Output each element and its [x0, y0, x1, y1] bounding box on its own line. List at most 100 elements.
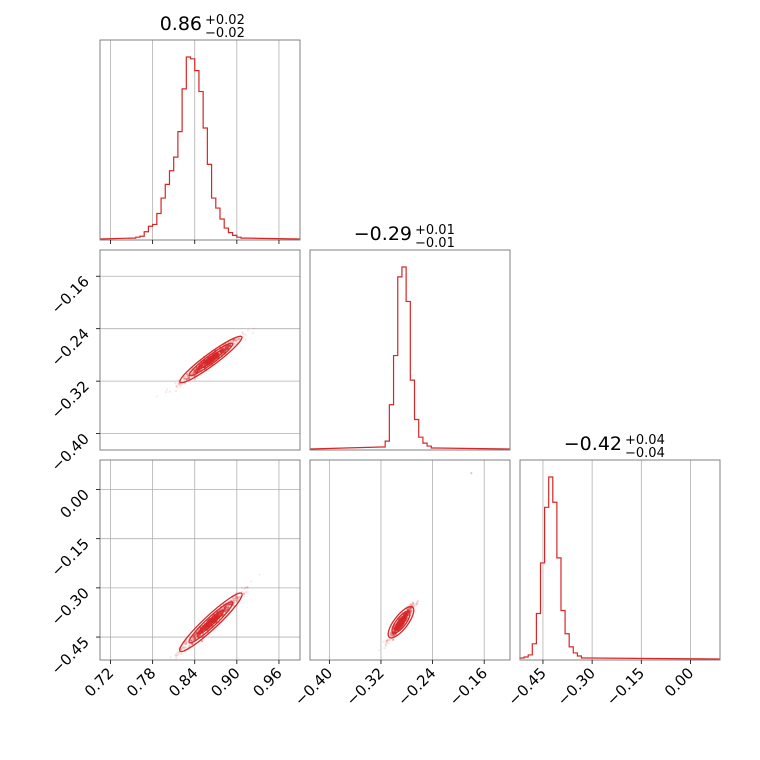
- y-tick-label: −0.24: [48, 325, 93, 370]
- scatter-point: [233, 342, 236, 345]
- density-contour: [391, 610, 411, 634]
- scatter-point: [224, 606, 227, 609]
- scatter-point: [387, 641, 390, 645]
- scatter-point: [225, 606, 229, 609]
- scatter-point: [385, 644, 388, 647]
- scatter-point: [406, 614, 409, 617]
- scatter-point: [224, 606, 227, 609]
- scatter-point: [396, 625, 399, 628]
- scatter-point: [229, 603, 232, 606]
- scatter-point: [223, 348, 227, 351]
- scatter-point: [186, 373, 189, 376]
- scatter-point: [388, 634, 392, 637]
- scatter-point: [198, 369, 201, 372]
- scatter-point: [195, 370, 199, 373]
- scatter-point: [186, 374, 189, 377]
- scatter-point: [234, 338, 237, 341]
- scatter-point: [394, 628, 397, 631]
- scatter-point: [415, 601, 419, 604]
- scatter-point: [391, 633, 395, 636]
- scatter-point: [394, 628, 397, 631]
- scatter-point: [470, 472, 473, 475]
- scatter-point: [405, 613, 408, 616]
- scatter-point: [406, 612, 409, 616]
- scatter-point: [177, 651, 180, 654]
- scatter-point: [178, 383, 181, 386]
- scatter-point: [196, 367, 199, 370]
- scatter-point: [175, 385, 178, 389]
- scatter-point: [393, 628, 396, 631]
- scatter-point: [192, 634, 196, 637]
- scatter-point: [175, 654, 178, 657]
- scatter-point: [202, 627, 205, 630]
- scatter-point: [183, 646, 186, 649]
- density-contour: [204, 616, 217, 629]
- scatter-point: [402, 617, 405, 620]
- scatter-point: [227, 603, 230, 606]
- y-tick-label: −0.16: [48, 272, 93, 317]
- scatter-point: [415, 604, 418, 607]
- x-tick-label: 0.72: [81, 664, 117, 700]
- scatter-point: [226, 346, 229, 350]
- scatter-point: [169, 656, 172, 659]
- scatter-point: [191, 371, 194, 374]
- scatter-point: [235, 600, 238, 603]
- scatter-point: [196, 635, 199, 638]
- scatter-point: [195, 368, 198, 371]
- density-contour: [188, 601, 234, 644]
- scatter-point: [243, 587, 246, 590]
- scatter-point: [224, 346, 227, 349]
- scatter-point: [193, 370, 196, 373]
- scatter-point: [223, 606, 227, 610]
- scatter-point: [232, 339, 235, 342]
- panel-title-minus: −0.01: [415, 236, 455, 251]
- scatter-point: [393, 630, 396, 634]
- scatter-point: [397, 625, 400, 628]
- scatter-point: [412, 602, 415, 605]
- scatter-point: [246, 586, 249, 589]
- scatter-point: [389, 631, 392, 635]
- scatter-point: [408, 608, 411, 612]
- scatter-point: [224, 347, 227, 350]
- scatter-point: [411, 603, 414, 606]
- density-contour: [387, 606, 415, 639]
- scatter-point: [216, 615, 220, 618]
- scatter-point: [242, 335, 245, 338]
- scatter-point: [226, 347, 229, 350]
- scatter-point: [196, 369, 199, 372]
- scatter-point: [394, 628, 397, 631]
- scatter-point: [203, 628, 206, 631]
- axes-frame: [99, 249, 301, 451]
- panel-scatter-1-0: −0.16 −0.24 −0.32 −0.40: [48, 249, 301, 475]
- scatter-point: [409, 607, 412, 610]
- scatter-point: [181, 646, 184, 649]
- y-tick-label: −0.32: [48, 377, 93, 422]
- scatter-point: [405, 612, 408, 615]
- scatter-point: [394, 633, 397, 636]
- scatter-point: [231, 340, 235, 343]
- scatter-point: [385, 639, 388, 643]
- scatter-point: [223, 609, 226, 612]
- scatter-point: [415, 602, 418, 605]
- scatter-point: [394, 628, 397, 631]
- scatter-point: [229, 603, 232, 606]
- scatter-point: [241, 332, 245, 335]
- scatter-point: [236, 596, 239, 599]
- x-tick-label: 0.96: [249, 664, 285, 700]
- scatter-point: [226, 606, 229, 609]
- scatter-point: [403, 616, 406, 619]
- axes-frame: [519, 459, 721, 661]
- scatter-point: [407, 607, 410, 610]
- scatter-point: [242, 592, 245, 595]
- scatter-point: [192, 371, 195, 375]
- scatter-point: [216, 353, 220, 356]
- scatter-point: [395, 629, 398, 632]
- scatter-point: [174, 382, 177, 385]
- scatter-point: [408, 607, 411, 610]
- scatter-point: [194, 632, 197, 636]
- scatter-point: [232, 599, 235, 602]
- scatter-point: [195, 632, 198, 635]
- axes-frame: [99, 459, 301, 661]
- x-tick-label: −0.45: [505, 664, 550, 709]
- scatter-point: [227, 603, 230, 606]
